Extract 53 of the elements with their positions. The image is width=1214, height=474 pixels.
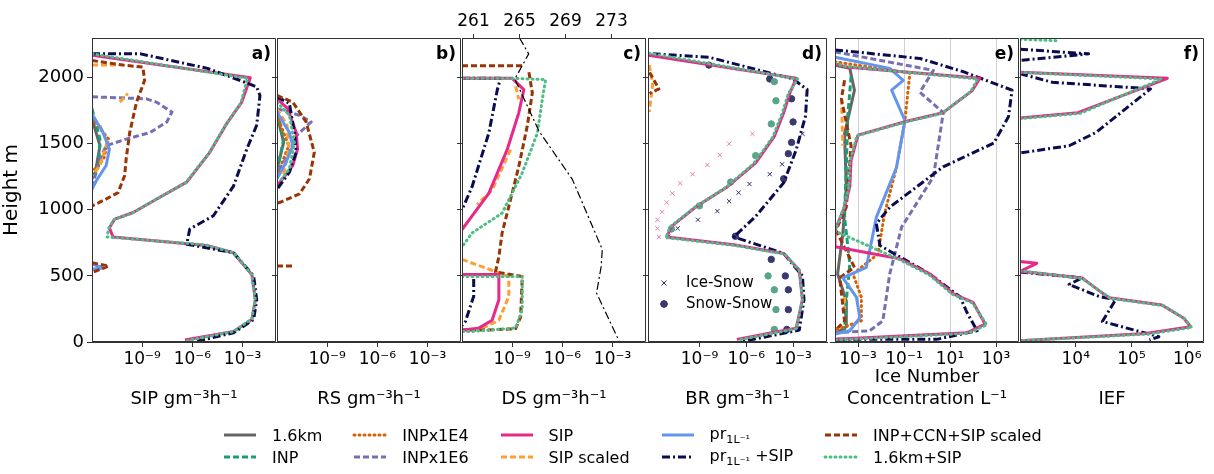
x-tick-label: 10⁻⁶ — [173, 347, 212, 368]
x-tick-label: 10⁴ — [1061, 347, 1091, 368]
legend-label: pr$_{1L⁻¹}$ — [709, 423, 751, 447]
legend-label: INP — [272, 447, 299, 467]
x-tick-label: 10⁻⁶ — [358, 347, 397, 368]
x-tick-label: 10³ — [981, 347, 1011, 368]
legend-label: INPx1E4 — [402, 425, 469, 445]
y-tick-label: 0 — [72, 329, 84, 351]
x2-tick-label: 261 — [457, 10, 490, 31]
annotation: d) — [802, 42, 822, 63]
y-tick-label: 1000 — [38, 197, 84, 219]
x-axis-title: DS gm⁻³h⁻¹ — [501, 386, 607, 408]
x2-tick-label: 265 — [503, 10, 536, 31]
x-tick-label: 10⁻³ — [593, 347, 632, 368]
annotation: f) — [1183, 42, 1199, 63]
x-tick-label: 10⁶ — [1172, 347, 1202, 368]
y-axis-title: Height m — [0, 144, 23, 236]
x-tick-label: 10⁻³ — [774, 347, 812, 368]
legend-label: INPx1E6 — [402, 447, 469, 467]
legend-label: SIP scaled — [548, 447, 630, 467]
annotation: c) — [623, 42, 641, 63]
legend-label: Ice-Snow — [686, 272, 754, 291]
x-tick-label: 10⁻⁹ — [493, 347, 532, 368]
x-tick-label: 10⁻¹ — [885, 347, 923, 368]
annotation: a) — [251, 42, 271, 63]
x-tick-label: 10⁻⁹ — [680, 347, 719, 368]
annotation: b) — [436, 42, 456, 63]
x2-tick-label: 269 — [549, 10, 582, 31]
legend-label: pr$_{1L⁻¹}$ +SIP — [709, 445, 794, 469]
x-tick-label: 10¹ — [935, 347, 965, 368]
legend-label: 1.6km+SIP — [873, 447, 962, 467]
x-axis-title: RS gm⁻³h⁻¹ — [317, 386, 421, 408]
x-axis-title: BR gm⁻³h⁻¹ — [685, 386, 790, 408]
x-tick-label: 10⁻⁹ — [308, 347, 347, 368]
x2-tick-label: 273 — [595, 10, 628, 31]
legend-label: SIP — [548, 425, 574, 445]
legend-label: 1.6km — [272, 425, 323, 445]
legend-label: Snow-Snow — [686, 293, 773, 312]
x-axis-title: Ice Number Concentration L⁻¹ — [847, 365, 1007, 408]
x-tick-label: 10⁻⁶ — [543, 347, 582, 368]
x-axis-title: SIP gm⁻³h⁻¹ — [130, 386, 238, 408]
y-tick-label: 500 — [49, 263, 84, 285]
x-tick-label: 10⁻³ — [223, 347, 262, 368]
x-axis-title: IEF — [1098, 386, 1126, 408]
x-tick-label: 10⁵ — [1117, 347, 1146, 368]
annotation: e) — [994, 42, 1014, 63]
legend-label: INP+CCN+SIP scaled — [873, 425, 1042, 445]
x-tick-label: 10⁻⁹ — [123, 347, 162, 368]
y-tick-label: 2000 — [38, 65, 84, 87]
y-tick-label: 1500 — [38, 131, 84, 153]
x-tick-label: 10⁻⁶ — [727, 347, 766, 368]
x-tick-label: 10⁻³ — [839, 347, 877, 368]
x-tick-label: 10⁻³ — [408, 347, 447, 368]
